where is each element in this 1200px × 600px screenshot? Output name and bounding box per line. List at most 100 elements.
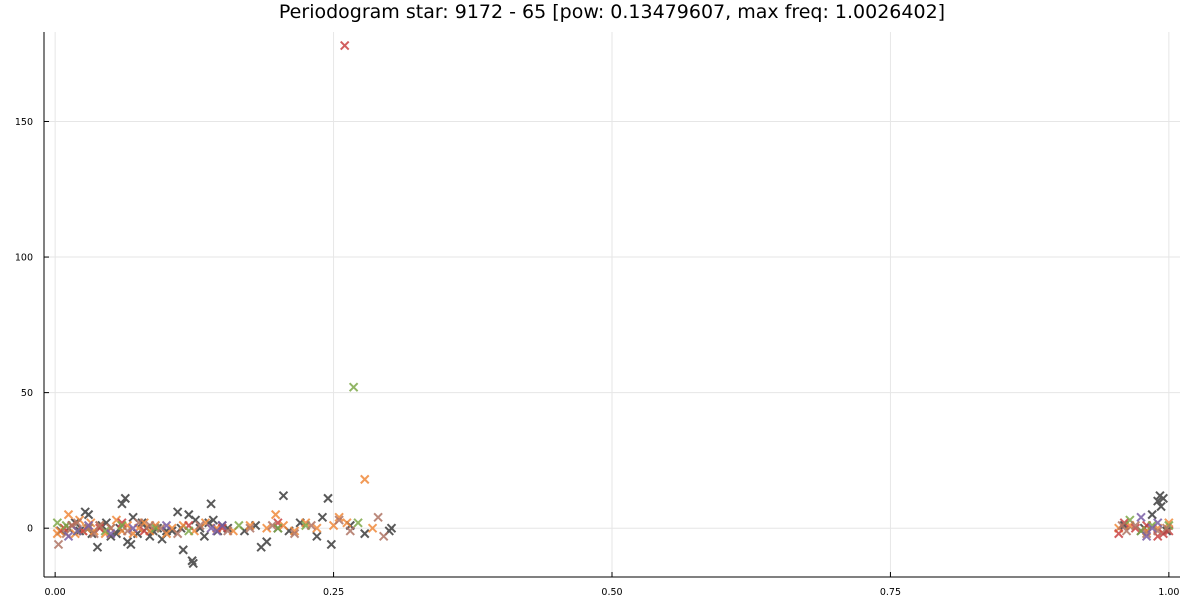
x-tick-label: 0.75 — [880, 587, 901, 598]
data-point — [289, 528, 300, 539]
x-tick-label: 0.25 — [323, 587, 344, 598]
data-point — [89, 528, 99, 539]
data-point — [1161, 523, 1172, 533]
data-point — [334, 515, 344, 525]
data-point — [188, 558, 198, 569]
x-tick-label: 0.50 — [601, 587, 622, 598]
y-ticks: 0 50 100 150 — [15, 117, 49, 535]
data-point — [122, 526, 133, 536]
data-point — [72, 518, 83, 528]
data-point — [204, 518, 214, 528]
marks — [52, 40, 1174, 569]
data-point — [262, 537, 272, 547]
data-point — [278, 490, 289, 501]
data-point — [353, 518, 363, 528]
series-2 — [59, 40, 1174, 542]
data-point — [267, 520, 278, 531]
data-point — [373, 512, 383, 523]
data-point — [172, 528, 183, 539]
data-point — [156, 523, 166, 533]
y-tick-label: 100 — [15, 253, 33, 264]
data-point — [245, 523, 255, 533]
data-point — [187, 556, 197, 566]
data-point — [128, 523, 138, 533]
data-point — [339, 40, 350, 51]
data-point — [83, 520, 94, 531]
data-point — [72, 526, 83, 536]
data-point — [199, 531, 210, 542]
x-tick-label: 0.00 — [45, 587, 66, 598]
data-point — [1121, 526, 1132, 536]
data-point — [1153, 496, 1163, 506]
data-point — [117, 499, 127, 509]
data-point — [120, 493, 131, 504]
data-point — [52, 518, 63, 528]
data-point — [342, 518, 352, 528]
data-point — [117, 518, 127, 528]
data-point — [1153, 526, 1163, 536]
data-point — [1153, 518, 1163, 528]
data-point — [317, 512, 328, 523]
data-point — [289, 526, 300, 536]
data-point — [323, 493, 333, 504]
data-point — [206, 523, 216, 533]
series-3 — [52, 382, 1174, 536]
data-point — [161, 520, 172, 531]
data-point — [1164, 518, 1174, 528]
data-point — [312, 531, 322, 542]
data-point — [345, 526, 355, 536]
data-point — [1158, 493, 1169, 504]
data-point — [1130, 523, 1141, 533]
data-point — [217, 520, 227, 531]
data-point — [1147, 509, 1157, 520]
data-point — [53, 539, 64, 550]
data-point — [1114, 528, 1124, 539]
data-point — [184, 526, 194, 536]
data-point — [270, 509, 281, 520]
y-tick-label: 50 — [21, 388, 33, 399]
grid — [44, 32, 1180, 577]
data-point — [1156, 501, 1166, 512]
data-point — [386, 523, 397, 533]
data-point — [262, 523, 272, 533]
data-point — [94, 520, 105, 531]
data-point — [172, 507, 183, 517]
data-point — [217, 523, 227, 533]
data-point — [126, 539, 136, 550]
data-point — [301, 518, 311, 528]
data-point — [360, 474, 370, 485]
y-tick-label: 0 — [27, 524, 33, 535]
data-point — [1136, 512, 1146, 523]
data-point — [273, 523, 283, 533]
data-point — [1158, 528, 1169, 539]
data-point — [63, 509, 74, 520]
data-point — [360, 528, 370, 539]
data-point — [367, 523, 378, 533]
data-point — [306, 520, 317, 531]
data-point — [334, 512, 344, 523]
data-point — [145, 520, 155, 531]
data-point — [208, 515, 218, 525]
data-point — [1141, 531, 1152, 542]
data-point — [178, 545, 188, 555]
data-point — [378, 531, 389, 542]
data-point — [63, 531, 74, 542]
data-point — [234, 520, 244, 531]
data-point — [195, 520, 205, 531]
x-ticks: 0.00 0.25 0.50 0.75 1.00 — [45, 572, 1179, 598]
chart-title: Periodogram star: 9172 - 65 [pow: 0.1347… — [279, 1, 945, 23]
x-tick-label: 1.00 — [1158, 587, 1179, 598]
y-tick-label: 150 — [15, 117, 33, 128]
data-point — [206, 499, 216, 509]
data-point — [312, 523, 322, 533]
data-point — [348, 382, 359, 392]
data-point — [83, 509, 94, 520]
data-point — [245, 520, 255, 531]
series-4 — [53, 512, 1172, 550]
data-point — [92, 542, 103, 552]
data-point — [1130, 520, 1141, 531]
data-point — [74, 526, 85, 536]
data-point — [326, 539, 337, 550]
series-5 — [63, 512, 1163, 542]
